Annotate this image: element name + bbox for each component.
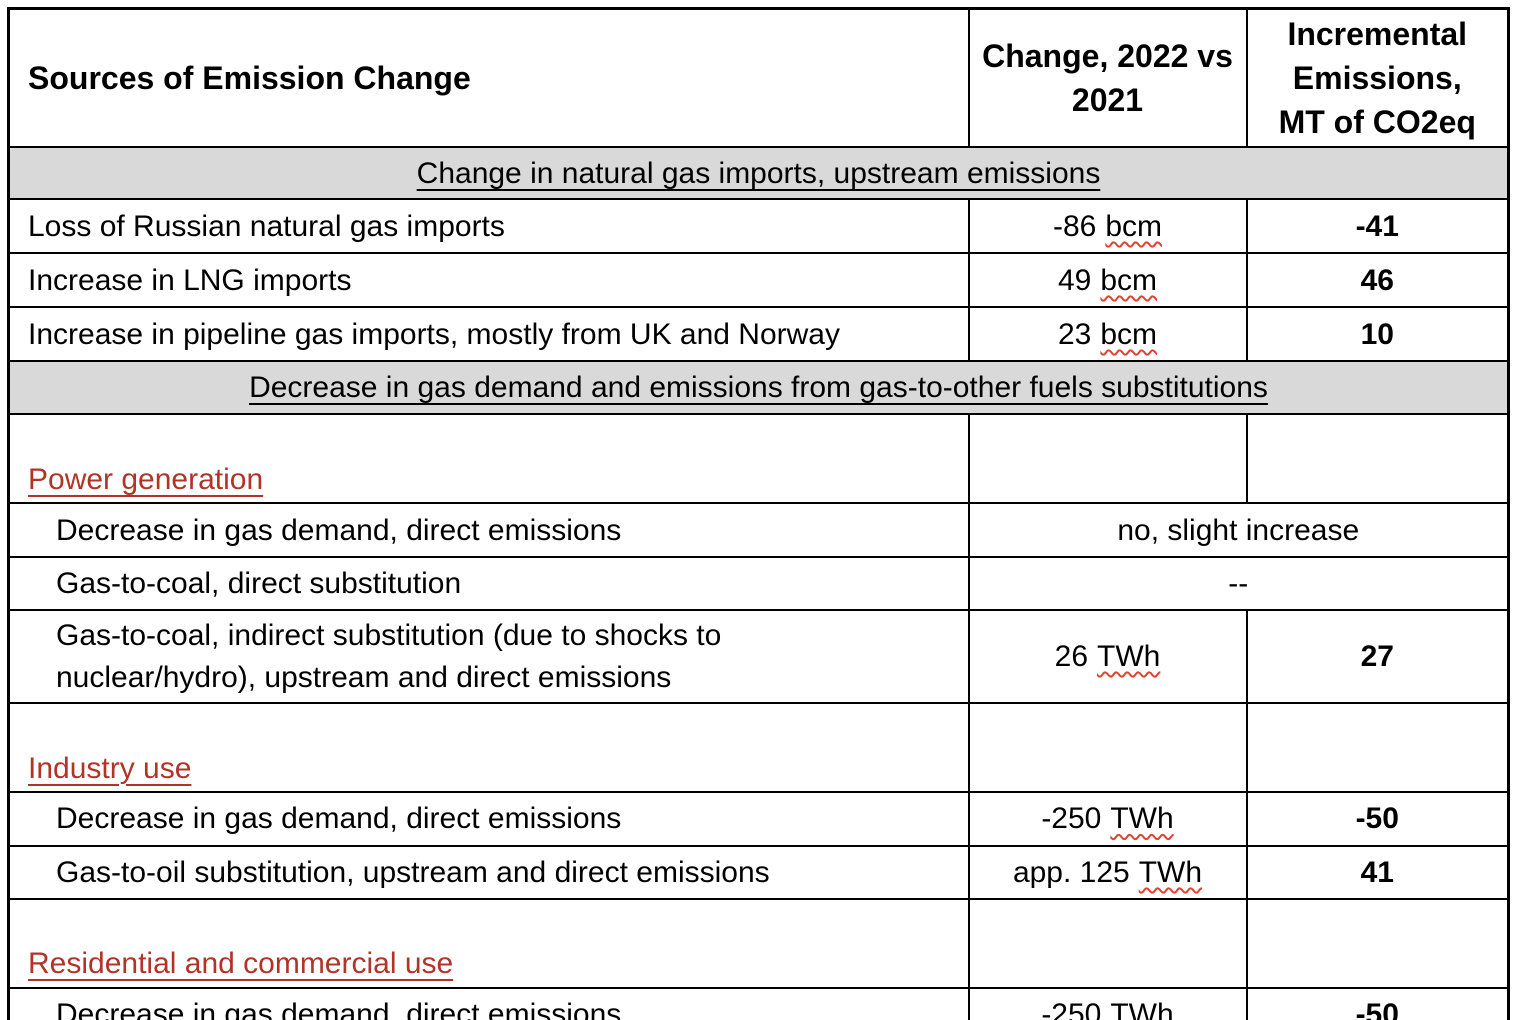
merged-value-cell: no, slight increase <box>967 502 1510 559</box>
subsection-cell: Residential and commercial use <box>7 898 970 989</box>
table-row: Gas-to-oil substitution, upstream and di… <box>7 845 1510 901</box>
change-unit: TWh <box>1110 997 1174 1020</box>
empty-cell <box>967 702 1248 794</box>
row-label: Gas-to-oil substitution, upstream and di… <box>7 845 970 901</box>
change-unit: bcm <box>1105 209 1163 243</box>
section-title: Decrease in gas demand and emissions fro… <box>249 371 1268 405</box>
change-cell: 23 bcm <box>967 306 1248 363</box>
subsection-title: Power generation <box>28 462 264 496</box>
emissions-table: Sources of Emission Change Change, 2022 … <box>7 7 1510 1020</box>
row-label: Increase in pipeline gas imports, mostly… <box>7 306 970 363</box>
subsection-cell: Power generation <box>7 413 970 505</box>
section-cell: Change in natural gas imports, upstream … <box>7 146 1510 201</box>
empty-cell <box>1245 898 1510 989</box>
table-header-row: Sources of Emission Change Change, 2022 … <box>7 7 1510 149</box>
empty-cell <box>1245 413 1510 505</box>
change-cell: -250 TWh <box>967 986 1248 1020</box>
table-row: Gas-to-coal, direct substitution -- <box>7 556 1510 612</box>
change-cell: app. 125 TWh <box>967 845 1248 901</box>
change-value: 26 <box>1054 640 1089 674</box>
row-label: Decrease in gas demand, direct emissions <box>7 791 970 848</box>
change-value: 49 <box>1057 263 1092 297</box>
change-cell: -250 TWh <box>967 791 1248 848</box>
emissions-cell: -41 <box>1245 198 1510 255</box>
section-row-gas-imports: Change in natural gas imports, upstream … <box>7 146 1510 201</box>
emissions-cell: -50 <box>1245 791 1510 848</box>
change-unit: TWh <box>1138 855 1203 889</box>
change-value: 23 <box>1057 317 1092 351</box>
row-label: Decrease in gas demand, direct emissions <box>7 502 970 559</box>
change-value: app. 125 <box>1012 855 1130 889</box>
table-row: Decrease in gas demand, direct emissions… <box>7 502 1510 559</box>
empty-cell <box>967 898 1248 989</box>
row-label: Increase in LNG imports <box>7 252 970 309</box>
subsection-row-industry-use: Industry use <box>7 702 1510 794</box>
table-row: Loss of Russian natural gas imports -86 b… <box>7 198 1510 255</box>
change-unit: TWh <box>1110 802 1174 836</box>
table-row: Increase in LNG imports 49 bcm 46 <box>7 252 1510 309</box>
emissions-cell: 46 <box>1245 252 1510 309</box>
change-unit: bcm <box>1100 263 1158 297</box>
subsection-row-residential-commercial: Residential and commercial use <box>7 898 1510 989</box>
change-value: -86 <box>1052 209 1097 243</box>
subsection-title: Industry use <box>28 751 192 785</box>
section-title: Change in natural gas imports, upstream … <box>416 156 1101 190</box>
change-cell: 26 TWh <box>967 609 1248 705</box>
merged-value-cell: -- <box>967 556 1510 612</box>
empty-cell <box>967 413 1248 505</box>
table-row: Gas-to-coal, indirect substitution (due … <box>7 609 1510 705</box>
subsection-title: Residential and commercial use <box>28 947 454 981</box>
change-unit: bcm <box>1100 317 1158 351</box>
column-header-change: Change, 2022 vs 2021 <box>967 7 1248 149</box>
change-value: -250 <box>1041 802 1102 836</box>
emissions-cell: 41 <box>1245 845 1510 901</box>
row-label: Decrease in gas demand, direct emissions <box>7 986 970 1020</box>
change-cell: -86 bcm <box>967 198 1248 255</box>
change-unit: TWh <box>1097 640 1161 674</box>
subsection-row-power-generation: Power generation <box>7 413 1510 505</box>
column-header-emissions: Incremental Emissions, MT of CO2eq <box>1245 7 1510 149</box>
emissions-cell: 27 <box>1245 609 1510 705</box>
row-label: Gas-to-coal, direct substitution <box>7 556 970 612</box>
change-value: -250 <box>1041 997 1102 1020</box>
row-label: Gas-to-coal, indirect substitution (due … <box>7 609 970 705</box>
emissions-cell: -50 <box>1245 986 1510 1020</box>
emissions-cell: 10 <box>1245 306 1510 363</box>
section-row-gas-demand: Decrease in gas demand and emissions fro… <box>7 360 1510 416</box>
row-label: Loss of Russian natural gas imports <box>7 198 970 255</box>
subsection-cell: Industry use <box>7 702 970 794</box>
empty-cell <box>1245 702 1510 794</box>
table-row: Decrease in gas demand, direct emissions… <box>7 986 1510 1020</box>
table-row: Increase in pipeline gas imports, mostly… <box>7 306 1510 363</box>
change-cell: 49 bcm <box>967 252 1248 309</box>
section-cell: Decrease in gas demand and emissions fro… <box>7 360 1510 416</box>
table-row: Decrease in gas demand, direct emissions… <box>7 791 1510 848</box>
column-header-sources: Sources of Emission Change <box>7 7 970 149</box>
